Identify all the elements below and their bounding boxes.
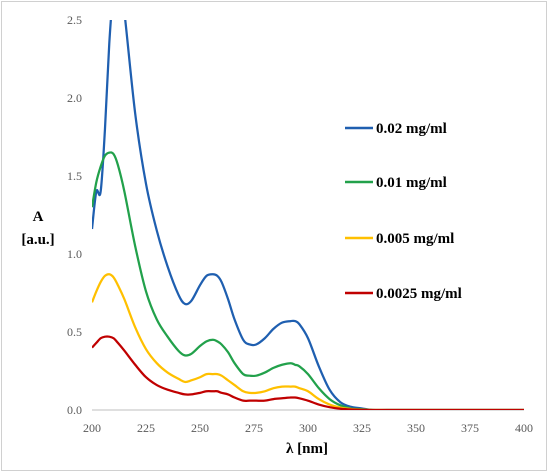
y-tick-label: 1.0: [67, 247, 82, 261]
y-axis-ticks: 0.0 0.5 1.0 1.5 2.0 2.5: [67, 13, 82, 417]
x-tick-label: 350: [407, 421, 425, 435]
x-tick-label: 225: [137, 421, 155, 435]
series-line-3: [92, 335, 524, 410]
x-axis-ticks: 200 225 250 275 300 325 350 375 400: [83, 421, 533, 435]
plot-series: [92, 20, 524, 410]
y-tick-label: 2.0: [67, 91, 82, 105]
x-tick-label: 375: [461, 421, 479, 435]
x-axis-title: λ [nm]: [286, 441, 328, 457]
x-tick-label: 200: [83, 421, 101, 435]
x-tick-label: 250: [191, 421, 209, 435]
x-tick-label: 325: [353, 421, 371, 435]
x-tick-label: 400: [515, 421, 533, 435]
legend-label-1: 0.01 mg/ml: [376, 175, 447, 191]
x-tick-label: 300: [299, 421, 317, 435]
x-tick-label: 275: [245, 421, 263, 435]
series-line-1: [92, 151, 524, 410]
y-tick-label: 0.0: [67, 403, 82, 417]
series-line-0: [92, 20, 524, 410]
y-tick-label: 1.5: [67, 169, 82, 183]
legend: 0.02 mg/ml 0.01 mg/ml 0.005 mg/ml 0.0025 mg…: [345, 121, 462, 302]
y-axis-title-line2: [a.u.]: [21, 232, 54, 248]
legend-label-2: 0.005 mg/ml: [376, 231, 454, 247]
y-tick-label: 2.5: [67, 13, 82, 27]
legend-label-3: 0.0025 mg/ml: [376, 286, 462, 302]
legend-label-0: 0.02 mg/ml: [376, 121, 447, 137]
y-axis-title-line1: A: [33, 209, 44, 225]
y-tick-label: 0.5: [67, 325, 82, 339]
